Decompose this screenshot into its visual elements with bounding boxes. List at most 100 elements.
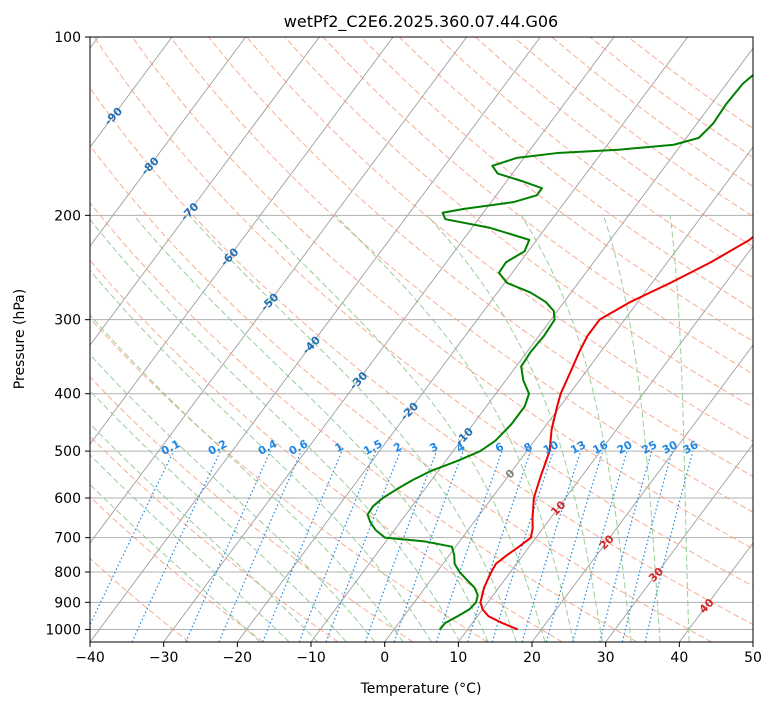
isotherm-line <box>752 641 753 642</box>
dewpoint-profile <box>366 73 753 631</box>
y-tick-label: 1000 <box>45 622 81 638</box>
dry-adiabat-line <box>169 37 753 513</box>
isotherm-label: -50 <box>258 290 281 313</box>
moist-adiabat-line <box>90 314 404 642</box>
mixing-ratio-label: 30 <box>660 438 680 457</box>
x-tick-label: 0 <box>380 650 389 666</box>
mixing-ratio-label: 0.1 <box>159 437 182 458</box>
mixing-ratio-label: 20 <box>615 438 635 457</box>
y-tick-label: 900 <box>54 595 81 611</box>
isotherm-line <box>90 37 541 642</box>
mixing-ratio-line <box>466 450 532 642</box>
x-tick-label: 50 <box>744 650 762 666</box>
isotherm-label: 0 <box>503 467 518 482</box>
y-tick-label: 300 <box>54 313 81 329</box>
mixing-ratio-line <box>90 450 175 627</box>
isotherm-label: -90 <box>102 105 125 128</box>
y-axis-label: Pressure (hPa) <box>12 289 28 389</box>
isotherm-line <box>605 443 753 642</box>
dry-adiabat-line <box>322 37 753 375</box>
mixing-ratio-line <box>298 450 377 642</box>
dry-adiabat-line <box>90 259 563 642</box>
mixing-ratio-line <box>325 450 402 642</box>
isotherm-label: 10 <box>548 498 568 518</box>
x-tick-label: 20 <box>523 650 541 666</box>
mixing-ratio-line <box>131 450 222 642</box>
isotherm-line <box>163 37 615 642</box>
mixing-ratio-line <box>393 450 464 642</box>
y-tick-label: 100 <box>54 30 81 46</box>
isotherm-label: 30 <box>646 565 666 585</box>
moist-adiabat-line <box>90 389 347 642</box>
moist-adiabat-line <box>669 215 690 642</box>
dry-adiabat-line <box>398 37 753 310</box>
dry-adiabat-line <box>90 557 190 642</box>
mixing-ratio-line <box>435 450 503 642</box>
dry-adiabat-line <box>90 317 488 642</box>
mixing-ratio-label: 6 <box>493 440 506 455</box>
mixing-ratio-label: 0.2 <box>206 437 229 458</box>
mixing-ratio-label: 36 <box>681 438 701 457</box>
y-tick-label: 800 <box>54 565 81 581</box>
mixing-ratio-line <box>599 450 653 642</box>
mixing-ratio-label: 1.5 <box>361 437 384 458</box>
dry-adiabat-line <box>90 144 712 642</box>
mixing-ratio-label: 0.4 <box>256 437 280 458</box>
x-tick-label: 40 <box>670 650 688 666</box>
moist-adiabat-line <box>90 353 376 642</box>
mixing-ratio-line <box>218 450 302 642</box>
moist-adiabat-line <box>426 215 603 642</box>
x-tick-label: −20 <box>223 650 253 666</box>
isotherm-line <box>531 344 753 642</box>
temperature-profile <box>479 235 753 631</box>
moist-adiabat-line <box>520 215 632 642</box>
mixing-ratio-line <box>364 450 438 642</box>
dry-adiabat-line <box>131 37 753 550</box>
isotherm-label: -30 <box>347 369 370 392</box>
mixing-ratio-line <box>262 450 343 642</box>
moist-adiabat-line <box>602 215 661 642</box>
mixing-ratio-label: 1 <box>333 440 346 455</box>
mixing-ratio-line <box>621 450 673 642</box>
mixing-ratio-label: 16 <box>591 438 611 457</box>
dry-adiabat-line <box>284 37 753 409</box>
isotherm-line <box>384 146 753 642</box>
mixing-ratio-line <box>185 450 272 642</box>
x-tick-label: 30 <box>597 650 615 666</box>
isotherm-line <box>457 245 753 642</box>
mixing-ratio-label: 3 <box>428 440 441 455</box>
x-tick-label: −10 <box>296 650 326 666</box>
isotherm-line <box>310 47 753 642</box>
moist-adiabat-line <box>90 218 461 642</box>
isotherm-label: -60 <box>218 245 241 268</box>
y-tick-label: 700 <box>54 531 81 547</box>
dry-adiabat-line <box>208 37 753 478</box>
mixing-ratio-label: 8 <box>522 440 535 455</box>
moist-adiabat-line <box>255 214 546 642</box>
x-tick-label: −30 <box>149 650 179 666</box>
moist-adiabat-line <box>90 269 432 642</box>
y-tick-label: 600 <box>54 491 81 507</box>
chart-title: wetPf2_C2E6.2025.360.07.44.G06 <box>284 12 558 32</box>
isotherm-line <box>90 37 247 247</box>
isotherm-label: 40 <box>697 596 717 616</box>
dry-adiabat-line <box>90 87 753 626</box>
y-tick-label: 400 <box>54 387 81 403</box>
mixing-ratio-line <box>491 450 554 642</box>
moist-adiabat-line <box>90 423 319 642</box>
dry-adiabat-line <box>93 37 753 587</box>
mixing-ratio-line <box>644 450 694 642</box>
isotherm-line <box>90 37 394 445</box>
mixing-ratio-label: 0.6 <box>287 437 311 458</box>
mixing-ratio-label: 10 <box>541 438 561 457</box>
x-tick-label: −40 <box>75 650 105 666</box>
mixing-ratio-label: 25 <box>640 438 660 457</box>
dry-adiabat-line <box>513 37 753 218</box>
isotherm-line <box>90 37 320 346</box>
x-tick-label: 10 <box>449 650 467 666</box>
isotherm-line <box>90 37 173 148</box>
moist-adiabat-line <box>133 215 489 642</box>
isotherm-label: -80 <box>139 154 162 177</box>
y-tick-label: 500 <box>54 444 81 460</box>
x-axis-label: Temperature (°C) <box>360 681 482 697</box>
